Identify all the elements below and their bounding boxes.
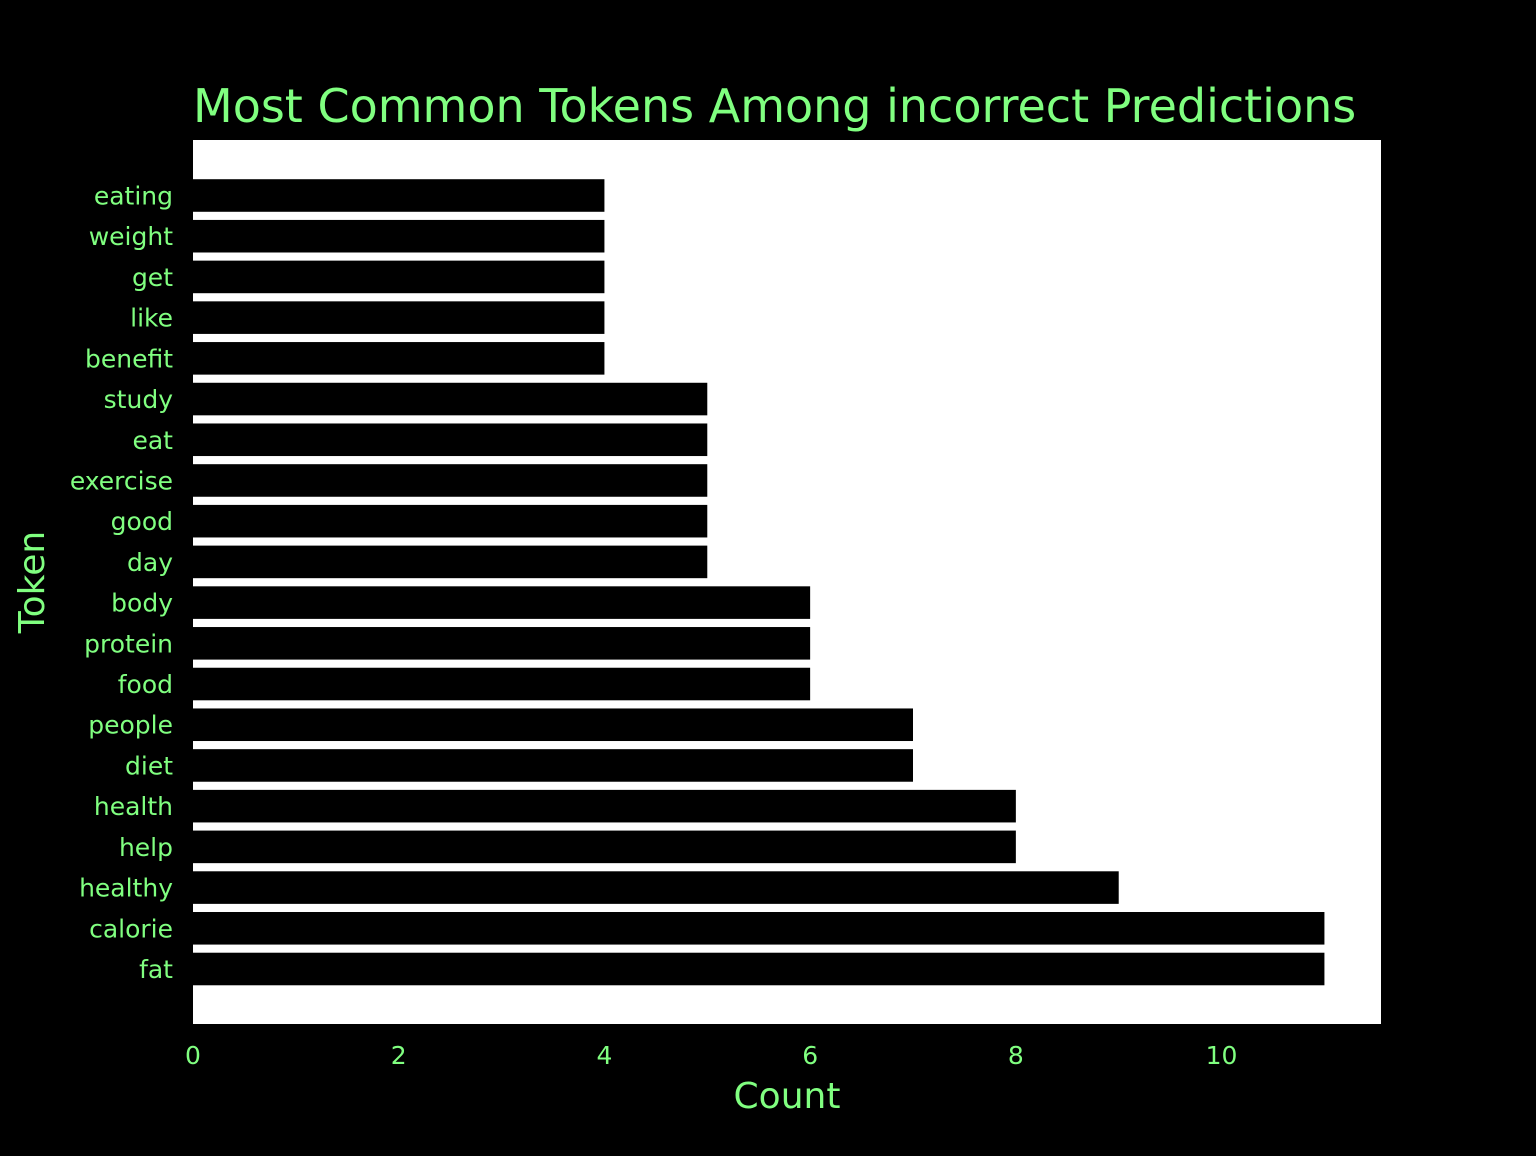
- bar-healthy: [193, 871, 1119, 904]
- y-axis-label: Token: [12, 531, 53, 634]
- bar-people: [193, 708, 913, 742]
- bar-food: [193, 667, 811, 701]
- y-tick-label-like: like: [130, 304, 173, 333]
- bar-body: [193, 586, 811, 619]
- y-tick-label-benefit: benefit: [85, 344, 173, 373]
- x-tick-label-2: 2: [391, 1041, 407, 1070]
- bar-eating: [193, 179, 605, 212]
- chart-title: Most Common Tokens Among incorrect Predi…: [193, 79, 1356, 133]
- y-tick-labels-group: eating weight get like benefit study eat exerci…: [70, 182, 173, 985]
- y-tick-label-calorie: calorie: [89, 914, 173, 943]
- y-tick-label-help: help: [119, 833, 173, 862]
- y-tick-label-body: body: [111, 589, 173, 618]
- y-tick-label-eat: eat: [132, 426, 173, 455]
- y-tick-label-day: day: [127, 548, 173, 577]
- bar-day: [193, 545, 708, 579]
- bar-calorie: [193, 912, 1325, 945]
- x-axis-label: Count: [734, 1076, 841, 1117]
- x-tick-label-4: 4: [596, 1041, 612, 1070]
- y-tick-label-exercise: exercise: [70, 466, 173, 495]
- bar-fat: [193, 952, 1325, 986]
- y-tick-label-get: get: [132, 263, 173, 292]
- y-tick-label-good: good: [111, 507, 173, 536]
- bars-group: [193, 179, 1325, 986]
- bar-health: [193, 789, 1016, 823]
- y-tick-label-eating: eating: [94, 182, 173, 211]
- bar-protein: [193, 627, 811, 660]
- y-tick-label-healthy: healthy: [79, 874, 173, 903]
- bar-benefit: [193, 342, 605, 375]
- y-tick-label-weight: weight: [89, 222, 173, 251]
- bar-good: [193, 504, 708, 538]
- y-tick-label-fat: fat: [139, 955, 173, 984]
- x-tick-labels-group: 0 2 4 6 8 10: [185, 1041, 1237, 1070]
- y-tick-label-protein: protein: [84, 629, 173, 658]
- bar-exercise: [193, 464, 708, 497]
- bar-eat: [193, 423, 708, 457]
- x-tick-label-8: 8: [1008, 1041, 1024, 1070]
- bar-get: [193, 260, 605, 294]
- x-tick-label-0: 0: [185, 1041, 201, 1070]
- bar-weight: [193, 219, 605, 253]
- y-tick-label-study: study: [104, 385, 174, 414]
- bar-study: [193, 382, 708, 416]
- y-tick-label-people: people: [88, 711, 173, 740]
- bar-like: [193, 301, 605, 334]
- y-tick-label-diet: diet: [125, 751, 173, 780]
- y-tick-label-health: health: [94, 792, 173, 821]
- x-tick-label-6: 6: [802, 1041, 818, 1070]
- bar-diet: [193, 749, 913, 782]
- y-tick-label-food: food: [118, 670, 173, 699]
- bar-help: [193, 830, 1016, 864]
- x-tick-label-10: 10: [1206, 1041, 1238, 1070]
